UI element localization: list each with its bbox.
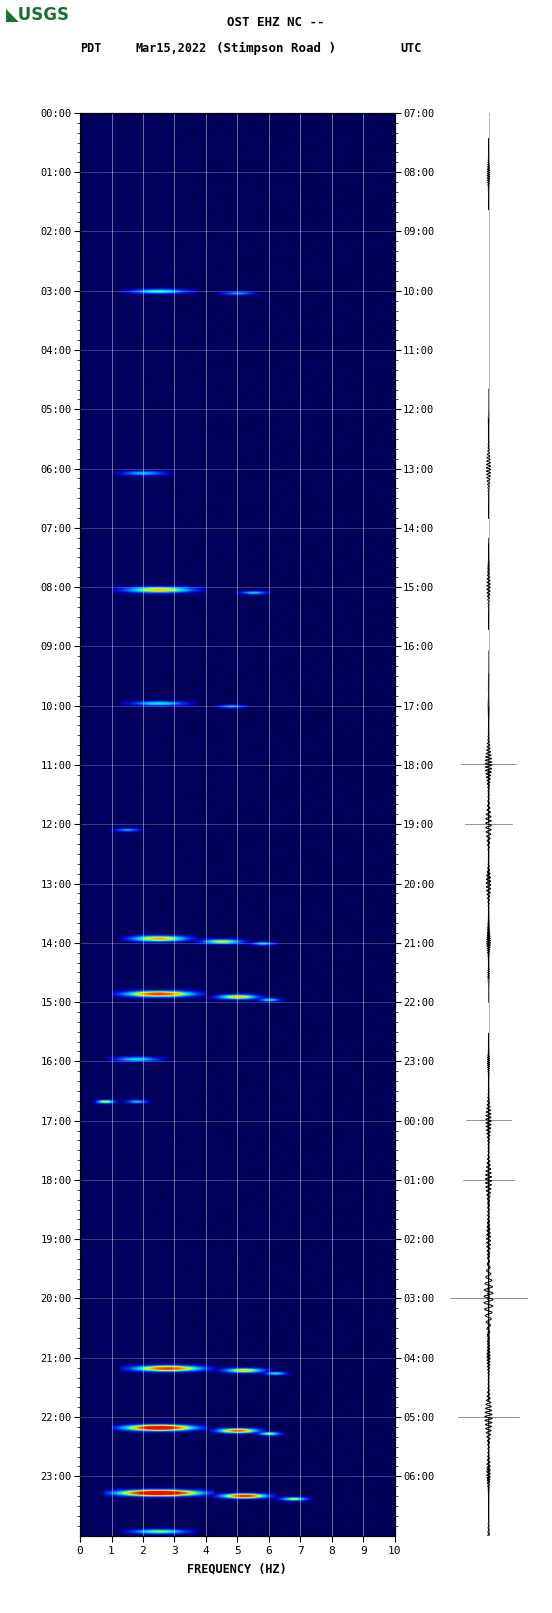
Text: ◣USGS: ◣USGS: [6, 6, 70, 24]
Text: OST EHZ NC --: OST EHZ NC --: [227, 16, 325, 29]
X-axis label: FREQUENCY (HZ): FREQUENCY (HZ): [188, 1563, 287, 1576]
Text: PDT: PDT: [80, 42, 102, 55]
Text: (Stimpson Road ): (Stimpson Road ): [216, 42, 336, 55]
Text: UTC: UTC: [400, 42, 422, 55]
Text: Mar15,2022: Mar15,2022: [135, 42, 206, 55]
